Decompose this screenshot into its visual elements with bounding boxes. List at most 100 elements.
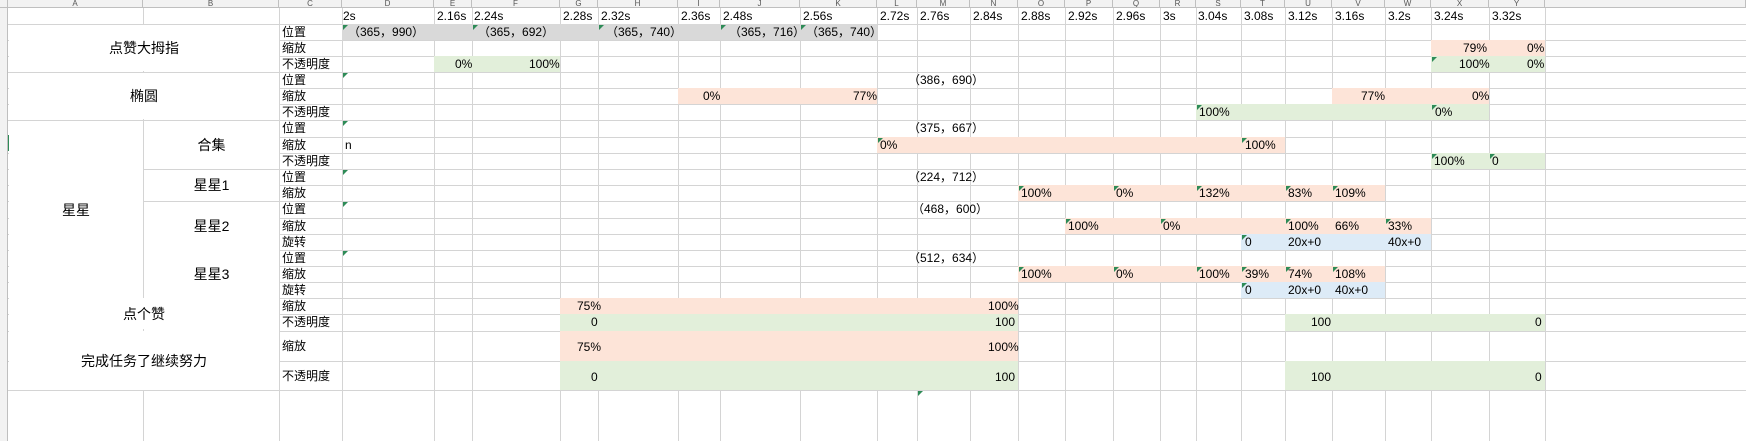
val-done-scale-1[interactable]: 75% [577, 340, 602, 354]
val-thumb-op-e[interactable]: 0% [455, 57, 473, 71]
val-s3-scale-2[interactable]: 0% [1116, 267, 1134, 281]
val-ellipse-op-s[interactable]: 100% [1199, 105, 1230, 119]
val-thumb-op-x[interactable]: 100% [1459, 57, 1490, 71]
val-s1-scale-1[interactable]: 100% [1021, 186, 1052, 200]
val-ellipse-scale-x[interactable]: 0% [1472, 89, 1490, 103]
prop-s1-scale[interactable]: 缩放 [282, 186, 307, 200]
prop-ellipse-scale[interactable]: 缩放 [282, 89, 307, 103]
val-s1-scale-3[interactable]: 132% [1199, 186, 1230, 200]
prop-s3-pos[interactable]: 位置 [282, 251, 307, 265]
time-3.12s[interactable]: 3.12s [1288, 9, 1318, 23]
prop-s3-scale[interactable]: 缩放 [282, 267, 307, 281]
val-s3-rot-3[interactable]: 40x+0 [1335, 283, 1369, 297]
prop-like-opacity[interactable]: 不透明度 [282, 315, 331, 329]
group-star1[interactable]: 星星1 [144, 170, 279, 200]
column-header-J[interactable]: J [720, 0, 800, 8]
val-thumb-pos-1[interactable]: （365，990） [348, 25, 425, 39]
val-s2-scale-3[interactable]: 100% [1288, 219, 1319, 233]
val-all-op-x[interactable]: 100% [1434, 154, 1465, 168]
column-header-P[interactable]: P [1065, 0, 1113, 8]
val-thumb-pos-5[interactable]: （365，740） [806, 25, 883, 39]
val-like-op-2[interactable]: 100 [995, 315, 1016, 329]
val-s2-scale-4[interactable]: 66% [1335, 219, 1360, 233]
prop-done-scale[interactable]: 缩放 [282, 339, 307, 353]
val-thumb-op-y[interactable]: 0% [1527, 57, 1545, 71]
column-header-R[interactable]: R [1160, 0, 1196, 8]
val-like-op-3[interactable]: 100 [1311, 315, 1332, 329]
prop-s3-rotate[interactable]: 旋转 [282, 283, 307, 297]
column-header-N[interactable]: N [970, 0, 1018, 8]
val-s2-rot-1[interactable]: 0 [1245, 235, 1252, 249]
val-all-pos[interactable]: （375，667） [908, 121, 985, 135]
val-all-scale-t[interactable]: 100% [1245, 138, 1276, 152]
prop-s2-scale[interactable]: 缩放 [282, 219, 307, 233]
time-2.36s[interactable]: 2.36s [681, 9, 711, 23]
val-thumb-scale-y[interactable]: 0% [1527, 41, 1545, 55]
val-ellipse-scale-k[interactable]: 77% [853, 89, 878, 103]
val-s1-scale-2[interactable]: 0% [1116, 186, 1134, 200]
prop-s1-pos[interactable]: 位置 [282, 170, 307, 184]
time-2s[interactable]: 2s [343, 9, 356, 23]
val-all-op-y[interactable]: 0 [1492, 154, 1499, 168]
val-like-scale-2[interactable]: 100% [988, 299, 1019, 313]
column-header-T[interactable]: T [1241, 0, 1285, 8]
group-like[interactable]: 点个赞 [9, 298, 279, 329]
column-header-O[interactable]: O [1018, 0, 1065, 8]
val-s2-pos[interactable]: （468，600） [912, 202, 989, 216]
val-s1-pos[interactable]: （224，712） [908, 170, 985, 184]
time-3.2s[interactable]: 3.2s [1388, 9, 1411, 23]
column-header-F[interactable]: F [472, 0, 560, 8]
val-all-scale-d[interactable]: n [345, 138, 352, 152]
val-s3-rot-1[interactable]: 0 [1245, 283, 1252, 297]
row-header-gutter[interactable] [0, 8, 8, 441]
val-like-scale-1[interactable]: 75% [577, 299, 602, 313]
prop-all-pos[interactable]: 位置 [282, 121, 307, 135]
val-s2-scale-2[interactable]: 0% [1163, 219, 1181, 233]
time-2.24s[interactable]: 2.24s [474, 9, 504, 23]
val-s2-rot-2[interactable]: 20x+0 [1288, 235, 1322, 249]
column-header-B[interactable]: B [143, 0, 279, 8]
time-3.32s[interactable]: 3.32s [1492, 9, 1522, 23]
prop-s2-rotate[interactable]: 旋转 [282, 235, 307, 249]
val-s2-rot-3[interactable]: 40x+0 [1388, 235, 1422, 249]
time-2.88s[interactable]: 2.88s [1021, 9, 1051, 23]
time-3s[interactable]: 3s [1163, 9, 1176, 23]
column-header-C[interactable]: C [279, 0, 342, 8]
group-done[interactable]: 完成任务了继续努力 [9, 331, 279, 390]
prop-all-scale[interactable]: 缩放 [282, 138, 307, 152]
val-ellipse-pos[interactable]: （386，690） [908, 73, 985, 87]
val-done-op-1[interactable]: 0 [591, 370, 598, 384]
val-s3-pos[interactable]: （512，634） [908, 251, 985, 265]
group-ellipse[interactable]: 椭圆 [9, 73, 279, 119]
val-s1-scale-4[interactable]: 83% [1288, 186, 1313, 200]
time-3.04s[interactable]: 3.04s [1198, 9, 1228, 23]
val-done-op-4[interactable]: 0 [1535, 370, 1542, 384]
column-header-U[interactable]: U [1285, 0, 1332, 8]
val-s3-scale-1[interactable]: 100% [1021, 267, 1052, 281]
time-2.16s[interactable]: 2.16s [437, 9, 467, 23]
val-like-op-4[interactable]: 0 [1535, 315, 1542, 329]
prop-ellipse-pos[interactable]: 位置 [282, 73, 307, 87]
time-3.24s[interactable]: 3.24s [1434, 9, 1464, 23]
val-s3-scale-3[interactable]: 100% [1199, 267, 1230, 281]
column-header-V[interactable]: V [1332, 0, 1385, 8]
group-thumb[interactable]: 点赞大拇指 [9, 25, 279, 71]
column-header-I[interactable]: I [678, 0, 720, 8]
column-header-D[interactable]: D [342, 0, 434, 8]
val-s2-scale-5[interactable]: 33% [1388, 219, 1413, 233]
prop-s2-pos[interactable]: 位置 [282, 202, 307, 216]
val-s3-scale-5[interactable]: 74% [1288, 267, 1313, 281]
time-2.56s[interactable]: 2.56s [803, 9, 833, 23]
group-star[interactable]: 星星 [9, 122, 143, 297]
val-like-op-1[interactable]: 0 [591, 315, 598, 329]
group-star-all[interactable]: 合集 [144, 122, 279, 168]
column-header-K[interactable]: K [800, 0, 877, 8]
time-2.84s[interactable]: 2.84s [973, 9, 1003, 23]
group-star2[interactable]: 星星2 [144, 202, 279, 249]
val-thumb-scale-x[interactable]: 79% [1463, 41, 1488, 55]
prop-thumb-opacity[interactable]: 不透明度 [282, 57, 331, 71]
time-2.72s[interactable]: 2.72s [880, 9, 910, 23]
val-done-scale-2[interactable]: 100% [988, 340, 1019, 354]
column-header-Q[interactable]: Q [1113, 0, 1160, 8]
column-header-W[interactable]: W [1385, 0, 1431, 8]
